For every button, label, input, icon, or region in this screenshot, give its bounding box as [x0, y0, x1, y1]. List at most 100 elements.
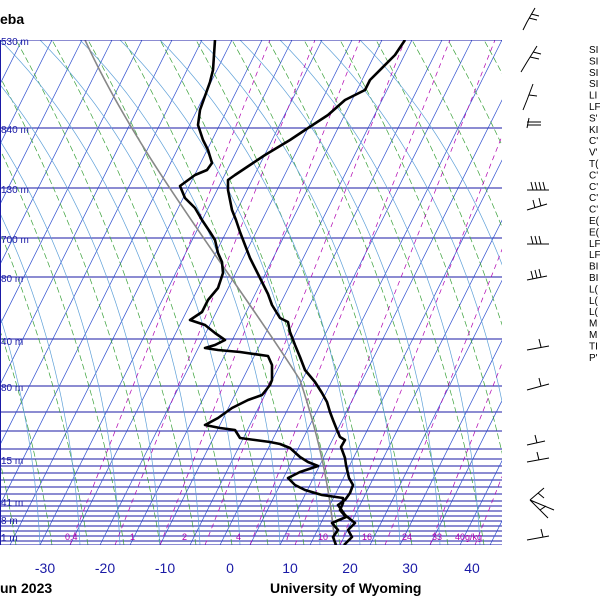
height-label: 840 m	[1, 125, 29, 136]
wind-barb	[527, 181, 549, 191]
index-label: LF	[589, 250, 600, 261]
wind-barb-flag	[530, 181, 546, 191]
wind-barb	[526, 197, 548, 211]
index-label: SI	[589, 56, 598, 67]
mixing-ratio-label: 40g/kg	[455, 532, 482, 542]
temperature-profile	[226, 40, 407, 545]
mixing-ratio-line	[429, 362, 502, 545]
dry-adiabat-line	[0, 459, 17, 545]
height-label: 40 m	[1, 337, 23, 348]
x-tick-label: 40	[464, 560, 480, 576]
dry-adiabat-line	[0, 148, 125, 545]
moist-adiabat-line	[0, 212, 81, 545]
index-label: M	[589, 330, 597, 341]
mixing-ratio-label: 4	[236, 532, 241, 542]
index-label: C'	[589, 170, 598, 181]
index-label: M	[589, 319, 597, 330]
moist-adiabat-line	[239, 40, 441, 545]
moist-adiabat-line	[39, 40, 241, 545]
index-label: C'	[589, 182, 598, 193]
height-label: 41 m	[1, 498, 23, 509]
moist-adiabat-line	[0, 40, 201, 545]
dry-adiabat-line	[159, 40, 341, 545]
wind-barb	[526, 451, 550, 463]
wind-barb-shaft	[526, 383, 550, 391]
x-tick-label: -20	[95, 560, 115, 576]
index-label: TI	[589, 341, 598, 352]
mixing-ratio-line	[339, 134, 502, 545]
stability-index-labels: SISISISILILFS'KIC'V'T(C'C'C'C'E(E(LFLFBI…	[589, 45, 600, 364]
mixing-ratio-label: 1	[130, 532, 135, 542]
index-label: LF	[589, 239, 600, 250]
dry-adiabat-line	[483, 40, 502, 75]
isotherm-line	[219, 40, 473, 545]
moist-adiabat-line	[0, 140, 121, 545]
mixing-ratio-line	[294, 40, 496, 545]
height-labels: 530 m 840 m 130 m 700 m 80 m 40 m 80 m 15 m 41 m…	[1, 37, 29, 544]
index-label: LF	[589, 102, 600, 113]
wind-barb-shaft	[526, 203, 548, 211]
height-label: 8 m	[1, 516, 18, 527]
x-tick-label: 10	[282, 560, 298, 576]
mixing-ratio-labels: 0.4 1 2 4 7 10 16 24 33 40g/kg	[65, 532, 482, 542]
dry-adiabat-line	[0, 76, 161, 545]
wind-barb-flag	[540, 528, 544, 538]
dry-adiabat-line	[411, 40, 502, 229]
moist-adiabat-line	[319, 40, 502, 404]
dry-adiabat-line	[520, 40, 600, 545]
x-tick-label: 30	[402, 560, 418, 576]
wind-barb-flag	[538, 377, 542, 387]
isotherm-line	[129, 40, 383, 545]
dry-adiabat-line	[339, 40, 502, 455]
x-tick-label: -10	[155, 560, 175, 576]
index-label: SI	[589, 45, 598, 56]
isotherm-line	[429, 399, 502, 545]
isotherm-line	[0, 40, 143, 326]
mixing-ratio-line	[204, 40, 406, 545]
isotherm-line	[399, 339, 502, 545]
wind-barb	[526, 338, 550, 351]
height-label: 130 m	[1, 185, 29, 196]
mixing-ratio-label: 16	[362, 532, 372, 542]
index-label: KI	[589, 125, 598, 136]
index-label: L(	[589, 284, 599, 295]
dry-adiabat-line	[51, 40, 233, 545]
wind-barb-flag	[527, 121, 541, 126]
height-label: 1 m	[1, 533, 18, 544]
x-tick-label: -30	[35, 560, 55, 576]
isotherm-line	[0, 40, 203, 446]
height-label: 15 m	[1, 456, 23, 467]
wind-barb	[526, 434, 546, 446]
wind-barb-shaft	[526, 440, 546, 446]
index-label: BI	[589, 262, 598, 273]
wind-barb-flag	[534, 434, 538, 444]
wind-barb-flag	[530, 235, 542, 245]
dewpoint-profile	[178, 40, 348, 545]
height-label: 80 m	[1, 274, 23, 285]
wind-barb	[520, 45, 542, 73]
wind-barb-flag	[528, 94, 538, 97]
dry-adiabat-line	[0, 231, 89, 545]
index-label: E(	[589, 216, 600, 227]
wind-barb	[527, 235, 549, 245]
moist-adiabat-line	[279, 40, 481, 545]
mixing-ratio-line	[69, 40, 271, 545]
wind-barb	[522, 7, 540, 31]
parcel-path	[84, 40, 336, 545]
mixing-ratio-label: 0.4	[65, 532, 78, 542]
isotherm-line	[489, 520, 502, 545]
isotherm-line	[0, 40, 23, 85]
wind-barb-flag	[532, 197, 542, 209]
index-label: C'	[589, 205, 598, 216]
isotherm-line	[459, 460, 502, 545]
index-label: L(	[589, 296, 599, 307]
wind-barb-flag	[537, 492, 547, 511]
dry-adiabat-line	[15, 40, 197, 545]
isotherm-line	[9, 40, 263, 545]
dry-adiabat-line	[303, 40, 485, 545]
isotherm-line	[99, 40, 353, 545]
moist-adiabat-line	[0, 84, 161, 545]
wind-barb-shaft	[522, 7, 536, 31]
index-label: SI	[589, 68, 598, 79]
wind-barb	[522, 83, 538, 111]
